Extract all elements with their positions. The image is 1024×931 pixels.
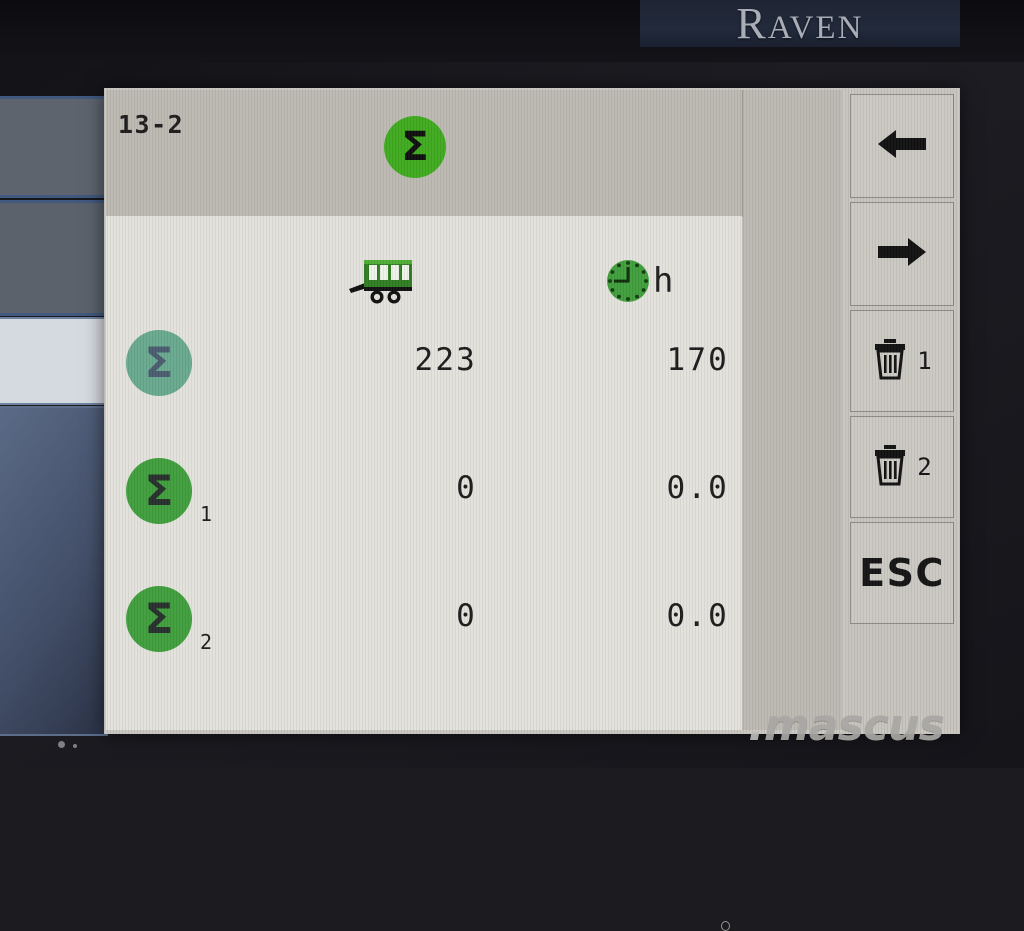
raven-initial: R [736,0,768,47]
reset-counter-2-button[interactable]: 2 [850,416,954,518]
reset-counter-2-label: 2 [917,453,932,481]
screen-header-bar: 13-2 Σ [106,90,743,217]
sigma-counter1-icon[interactable]: Σ [126,458,192,524]
sigma-total-icon[interactable]: Σ [126,330,192,396]
trash-icon [872,338,908,384]
watermark-dot: . [748,700,765,751]
arrow-right-icon [876,235,928,273]
page-title: 13-2 [118,110,185,139]
escape-button[interactable]: ESC [850,522,954,624]
counter-subscript: 1 [200,502,213,526]
background-panel-grey-top [0,96,108,198]
dust-speck [58,741,65,748]
back-button[interactable] [850,94,954,198]
cell-load-count: 0 [456,470,477,506]
softkey-column: 1 2 ESC [846,90,958,730]
raven-brand-banner: RAVEN [640,0,960,47]
hours-unit-label: h [653,261,674,301]
background-panel-light [0,317,108,405]
table-row: Σ 2 0 0.0 [106,568,742,696]
raven-rest: AVEN [767,10,864,46]
cell-hours: 170 [666,342,729,378]
counter-subscript: 2 [200,630,213,654]
escape-button-label: ESC [859,551,945,595]
arrow-left-icon [876,127,928,165]
clock-hours-column-header: h [605,258,673,304]
background-panel-blue [0,406,108,736]
cell-load-count: 0 [456,598,477,634]
totals-table: Σ 223 170 Σ 1 0 0.0 Σ 2 0 0.0 [106,216,742,931]
dust-speck [73,744,77,748]
forward-button[interactable] [850,202,954,306]
trailer-icon [347,256,415,308]
cell-hours: 0.0 [666,470,729,506]
cell-hours: 0.0 [666,598,729,634]
sigma-glyph: Σ [384,116,446,178]
cell-load-count: 223 [414,342,477,378]
trash-icon [872,444,908,490]
sigma-glyph: Σ [126,586,192,652]
header-sigma-icon[interactable]: Σ [384,116,446,178]
background-panel-grey-mid [0,200,108,316]
clock-icon [607,260,649,302]
sigma-counter2-icon[interactable]: Σ [126,586,192,652]
terminal-display: 13-2 Σ Σ 223 170 Σ 1 0 0.0 Σ [104,88,960,931]
reset-counter-1-label: 1 [917,347,932,375]
mascus-watermark: .mascus [748,700,945,751]
reset-counter-1-button[interactable]: 1 [850,310,954,412]
screen-dust [721,921,730,931]
watermark-text: mascus [763,700,945,751]
sigma-glyph: Σ [126,458,192,524]
table-row: Σ 1 0 0.0 [106,440,742,568]
sigma-glyph: Σ [126,330,192,396]
display-gutter [742,90,842,730]
table-row: Σ 223 170 [106,312,742,440]
